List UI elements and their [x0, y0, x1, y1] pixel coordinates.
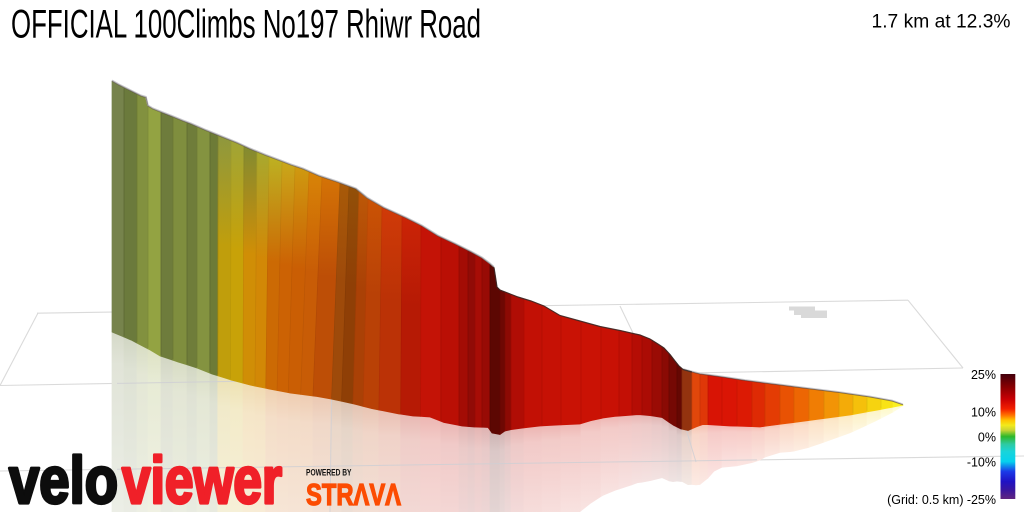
svg-text:velo: velo	[9, 443, 118, 512]
svg-text:(Grid: 0.5 km): (Grid: 0.5 km)	[887, 493, 963, 507]
svg-text:10%: 10%	[971, 406, 996, 420]
svg-text:0%: 0%	[978, 431, 996, 445]
svg-text:1.7 km at 12.3%: 1.7 km at 12.3%	[872, 11, 1011, 33]
svg-text:25%: 25%	[971, 368, 996, 382]
svg-text:OFFICIAL 100Climbs No197 Rhiwr: OFFICIAL 100Climbs No197 Rhiwr Road	[11, 2, 481, 46]
svg-text:POWERED BY: POWERED BY	[306, 468, 352, 478]
svg-text:viewer: viewer	[122, 443, 282, 512]
svg-text:-25%: -25%	[967, 493, 996, 507]
svg-text:STRΛVΛ: STRΛVΛ	[306, 477, 401, 512]
svg-text:-10%: -10%	[967, 456, 996, 470]
